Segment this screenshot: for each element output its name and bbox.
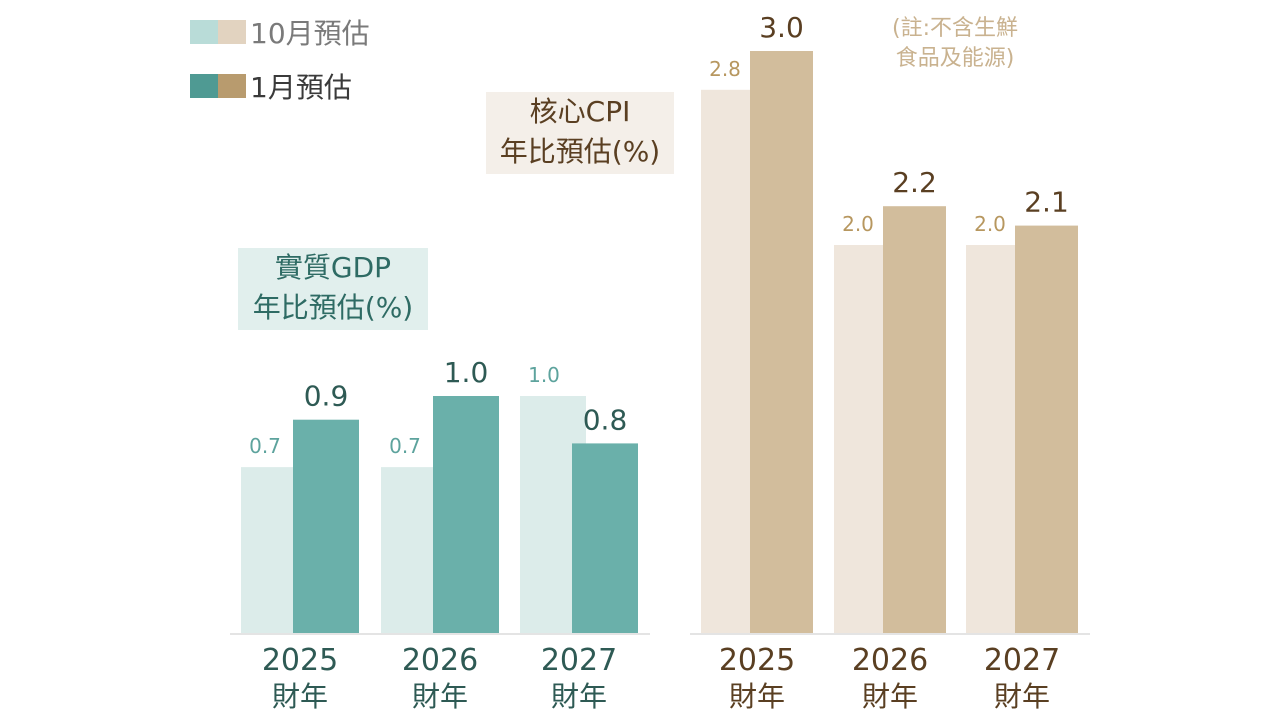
legend-swatch-oct-tan — [218, 20, 246, 44]
legend-swatch-jan-teal — [190, 74, 218, 98]
cpi-tick-year-2026: 2026 — [852, 643, 928, 678]
cpi-chart-title: 核心CPI 年比預估(%) — [486, 92, 674, 174]
legend-label-january: 1月預估 — [250, 71, 352, 104]
cpi-label-oct-2025: 2.8 — [709, 57, 741, 81]
cpi-note-line1: (註:不含生鮮 — [892, 16, 1018, 41]
gdp-label-jan-2025: 0.9 — [304, 380, 349, 413]
cpi-tick-year-2027: 2027 — [984, 643, 1060, 678]
cpi-label-jan-2027: 2.1 — [1024, 186, 1069, 219]
gdp-tick-year-2026: 2026 — [402, 643, 478, 678]
cpi-tick-year-2025: 2025 — [719, 643, 795, 678]
gdp-title-line2: 年比預估(%) — [252, 291, 414, 324]
gdp-title-line1: 實質GDP — [274, 251, 392, 284]
cpi-tick-suffix-2026: 財年 — [862, 680, 918, 713]
gdp-tick-year-2025: 2025 — [262, 643, 338, 678]
cpi-label-oct-2026: 2.0 — [842, 212, 874, 236]
gdp-label-jan-2026: 1.0 — [444, 356, 489, 389]
cpi-bar-jan-2025 — [750, 51, 813, 633]
cpi-tick-suffix-2027: 財年 — [994, 680, 1050, 713]
cpi-title-line2: 年比預估(%) — [499, 135, 661, 168]
legend-swatch-jan-tan — [218, 74, 246, 98]
gdp-label-oct-2026: 0.7 — [389, 434, 421, 458]
gdp-label-oct-2025: 0.7 — [249, 434, 281, 458]
gdp-tick-suffix-2026: 財年 — [412, 680, 468, 713]
gdp-tick-suffix-2027: 財年 — [551, 680, 607, 713]
gdp-label-oct-2027: 1.0 — [528, 363, 560, 387]
gdp-tick-year-2027: 2027 — [541, 643, 617, 678]
cpi-tick-suffix-2025: 財年 — [729, 680, 785, 713]
gdp-bar-jan-2027 — [572, 443, 638, 633]
cpi-label-jan-2026: 2.2 — [892, 166, 937, 199]
cpi-bar-jan-2027 — [1015, 225, 1078, 633]
cpi-note-line2: 食品及能源) — [895, 46, 1015, 71]
legend-swatch-oct-teal — [190, 20, 218, 44]
gdp-bar-jan-2025 — [293, 419, 359, 633]
legend-label-october: 10月預估 — [250, 17, 370, 50]
cpi-bar-jan-2026 — [883, 206, 946, 633]
legend-item-october: 10月預估 — [190, 12, 370, 52]
gdp-label-jan-2027: 0.8 — [583, 403, 628, 436]
cpi-label-oct-2027: 2.0 — [974, 212, 1006, 236]
gdp-chart-title: 實質GDP 年比預估(%) — [238, 248, 428, 330]
legend-item-january: 1月預估 — [190, 66, 352, 106]
gdp-bar-jan-2026 — [433, 396, 499, 633]
cpi-title-line1: 核心CPI — [529, 95, 631, 128]
cpi-footnote: (註:不含生鮮 食品及能源) — [860, 14, 1050, 74]
gdp-tick-suffix-2025: 財年 — [272, 680, 328, 713]
cpi-label-jan-2025: 3.0 — [759, 11, 804, 44]
